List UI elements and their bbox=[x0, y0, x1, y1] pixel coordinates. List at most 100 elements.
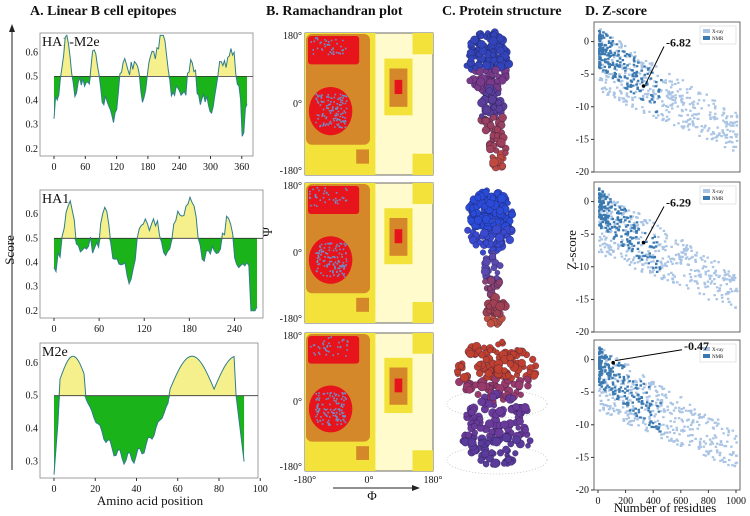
epitope-ytick: 0.6 bbox=[26, 47, 39, 58]
zscore-ytick: -20 bbox=[576, 485, 589, 496]
zscore-annotation-arrow bbox=[615, 349, 683, 362]
atom-sphere bbox=[490, 264, 498, 272]
atom-sphere bbox=[495, 406, 505, 416]
atom-sphere bbox=[515, 425, 521, 431]
atom-sphere bbox=[474, 391, 482, 398]
epitope-frame bbox=[39, 32, 254, 157]
atom-sphere bbox=[495, 105, 503, 113]
atom-sphere bbox=[495, 233, 504, 242]
ramachandran-plot-2: 180° 0° -180° bbox=[280, 181, 434, 325]
atom-sphere bbox=[496, 206, 505, 215]
epitope-xtick: 240 bbox=[172, 162, 187, 173]
epitope-xtick: 80 bbox=[214, 484, 224, 495]
score-line bbox=[53, 355, 245, 475]
atom-sphere bbox=[514, 380, 524, 390]
atom-sphere bbox=[490, 52, 497, 58]
atom-sphere bbox=[482, 356, 490, 363]
atom-sphere bbox=[479, 249, 487, 256]
atom-sphere bbox=[487, 347, 494, 354]
atom-sphere bbox=[471, 423, 478, 430]
atom-sphere bbox=[482, 61, 491, 70]
legend-xray-label: X-ray bbox=[712, 348, 724, 353]
atom-sphere bbox=[470, 35, 479, 45]
atom-sphere bbox=[485, 440, 491, 446]
atom-sphere bbox=[480, 228, 489, 238]
atom-sphere bbox=[494, 78, 501, 84]
zscore-ytick: -10 bbox=[576, 102, 589, 113]
below-threshold-area bbox=[54, 395, 245, 475]
epitope-xtick: 0 bbox=[52, 324, 57, 335]
legend-xray-label: X-ray bbox=[712, 190, 724, 195]
zscore-xtick: 400 bbox=[646, 496, 661, 507]
atom-sphere bbox=[491, 224, 502, 235]
rama-generous-region bbox=[412, 450, 433, 471]
atom-sphere bbox=[476, 77, 486, 87]
rama-allowed-region bbox=[356, 149, 369, 164]
atom-sphere bbox=[470, 210, 477, 217]
atom-sphere bbox=[520, 403, 530, 413]
epitope-ytick: 0.2 bbox=[26, 306, 39, 317]
atom-sphere bbox=[498, 113, 507, 122]
epitope-ytick: 0.2 bbox=[26, 144, 39, 155]
protein-structure-1-tail bbox=[485, 125, 510, 172]
epitope-xtick: 20 bbox=[90, 484, 100, 495]
rama-residue-points bbox=[308, 187, 348, 278]
atom-sphere bbox=[523, 375, 531, 383]
atom-sphere bbox=[500, 420, 509, 429]
atom-sphere bbox=[489, 392, 497, 401]
epitope-plot-title: HA1 bbox=[42, 192, 69, 207]
atom-sphere bbox=[526, 369, 533, 375]
rama-ytick: 180° bbox=[283, 331, 302, 342]
atom-sphere bbox=[504, 372, 512, 379]
model-zscore-point bbox=[641, 84, 646, 88]
atom-sphere bbox=[482, 117, 490, 125]
atom-sphere bbox=[500, 460, 508, 467]
atom-sphere bbox=[529, 355, 537, 363]
atom-sphere bbox=[477, 381, 487, 392]
rama-core-region bbox=[394, 229, 403, 244]
atom-sphere bbox=[491, 66, 500, 75]
zscore-value-label: -6.29 bbox=[666, 196, 691, 210]
atom-sphere bbox=[489, 157, 499, 167]
atom-sphere bbox=[499, 338, 505, 345]
epitope-xtick: 300 bbox=[203, 162, 218, 173]
epitope-xtick: 0 bbox=[52, 162, 57, 173]
atom-sphere bbox=[526, 437, 534, 445]
epitope-ytick: 0.5 bbox=[26, 71, 39, 82]
atom-sphere bbox=[505, 200, 511, 206]
ramachandran-plot-1: 180° 0° -180° bbox=[280, 31, 434, 177]
atom-sphere bbox=[505, 235, 514, 245]
atom-sphere bbox=[488, 428, 496, 435]
atom-sphere bbox=[508, 210, 516, 219]
zscore-xtick: 200 bbox=[618, 496, 633, 507]
rama-generous-region bbox=[412, 33, 433, 55]
atom-sphere bbox=[496, 138, 506, 148]
atom-sphere bbox=[502, 445, 510, 454]
legend-nmr-swatch bbox=[703, 196, 710, 200]
legend-xray-label: X-ray bbox=[712, 30, 724, 35]
atom-sphere bbox=[494, 218, 501, 225]
atom-sphere bbox=[512, 450, 519, 457]
rama-allowed-region bbox=[356, 297, 369, 312]
epitope-xtick: 180 bbox=[182, 324, 197, 335]
atom-sphere bbox=[480, 267, 490, 276]
atom-sphere bbox=[494, 126, 501, 134]
epitope-xtick: 120 bbox=[137, 324, 152, 335]
rama-core-region bbox=[308, 36, 360, 65]
rama-ytick: -180° bbox=[280, 166, 302, 177]
atom-sphere bbox=[485, 419, 494, 429]
psi-axis-label: Ψ bbox=[260, 227, 275, 237]
panel-c-title: C. Protein structure bbox=[442, 4, 562, 19]
atom-sphere bbox=[499, 162, 507, 170]
zscore-plot-1: X-ray NMR 0 -5 -10 -15 -20 -6.82 bbox=[576, 21, 741, 178]
atom-sphere bbox=[517, 358, 526, 368]
zscore-ytick: -15 bbox=[576, 134, 589, 145]
zscore-legend: X-ray NMR bbox=[699, 25, 737, 45]
score-line bbox=[53, 34, 248, 137]
phi-axis-label: Φ bbox=[367, 488, 377, 503]
epitope-xtick: 40 bbox=[132, 484, 142, 495]
atom-sphere bbox=[488, 36, 498, 46]
atom-sphere bbox=[486, 303, 492, 310]
rama-core-region bbox=[394, 79, 403, 95]
atom-sphere bbox=[496, 56, 504, 63]
